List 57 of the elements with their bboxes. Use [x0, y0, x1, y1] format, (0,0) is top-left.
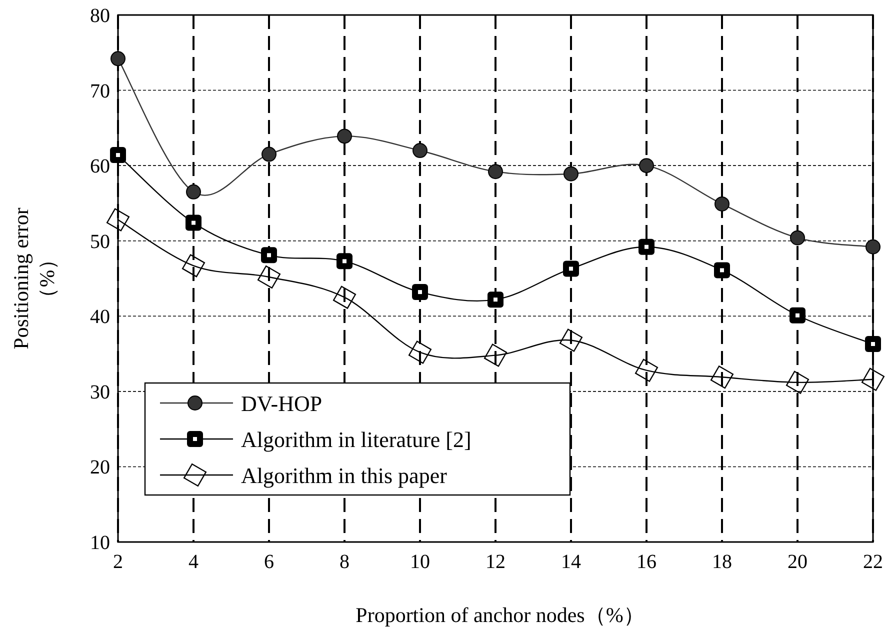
- point: [110, 51, 126, 66]
- y-tick-label: 60: [90, 156, 110, 178]
- x-tick-label: 16: [636, 551, 656, 573]
- point: [257, 265, 281, 289]
- point: [790, 307, 806, 324]
- x-tick-label: 8: [340, 551, 350, 573]
- point: [639, 158, 654, 174]
- x-tick-label: 22: [863, 551, 883, 573]
- y-tick-label: 30: [90, 381, 110, 404]
- point: [714, 262, 730, 278]
- y-axis-title: Positioning error （%）: [9, 208, 59, 350]
- point: [714, 196, 730, 212]
- point: [262, 146, 276, 162]
- x-tick-label: 2: [113, 551, 123, 573]
- x-axis-title: Proportion of anchor nodes（%）: [356, 603, 644, 627]
- point: [408, 340, 432, 364]
- y-tick-label: 20: [90, 456, 110, 479]
- y-tick-label: 80: [90, 5, 110, 27]
- point: [564, 166, 578, 182]
- x-tick-label: 12: [486, 551, 506, 573]
- x-tick-label: 6: [264, 551, 274, 573]
- point: [563, 260, 579, 277]
- x-tick-label: 10: [410, 551, 430, 573]
- point: [488, 164, 503, 180]
- point: [865, 336, 881, 352]
- point: [790, 230, 805, 246]
- point: [261, 247, 277, 264]
- y-tick-label: 50: [90, 230, 110, 253]
- point: [106, 208, 130, 232]
- point: [484, 344, 508, 367]
- legend-label: Algorithm in this paper: [241, 463, 448, 488]
- x-tick-label: 20: [788, 551, 808, 573]
- legend-label: Algorithm in literature [2]: [241, 427, 472, 452]
- x-tick-label: 18: [712, 551, 732, 573]
- point: [866, 239, 880, 254]
- point: [638, 238, 654, 255]
- point: [332, 286, 356, 309]
- point: [412, 284, 428, 300]
- point: [488, 292, 504, 308]
- point: [559, 328, 583, 352]
- y-tick-label: 40: [90, 306, 110, 328]
- point: [412, 143, 428, 158]
- y-tick-label: 10: [90, 532, 110, 554]
- point: [634, 358, 658, 382]
- legend-label: DV-HOP: [241, 391, 322, 416]
- point: [186, 214, 202, 231]
- x-tick-label: 4: [188, 551, 198, 573]
- point: [182, 254, 206, 278]
- point: [786, 370, 810, 394]
- x-tick-label: 14: [561, 551, 581, 573]
- point: [710, 366, 734, 389]
- y-tick-label: 70: [90, 80, 110, 102]
- point: [186, 184, 201, 200]
- point: [861, 368, 885, 391]
- point: [336, 253, 352, 270]
- point: [337, 128, 352, 144]
- point: [110, 147, 126, 164]
